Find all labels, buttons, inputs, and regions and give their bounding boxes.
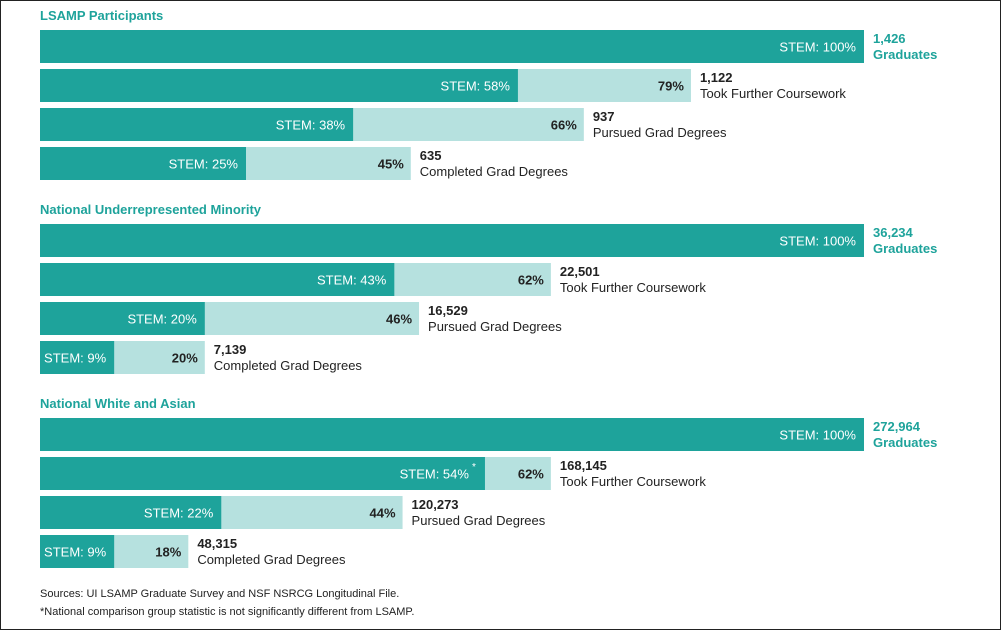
count-label: 48,315	[197, 536, 237, 551]
stem-label: STEM: 20%	[127, 312, 197, 327]
stage-label: Completed Grad Degrees	[197, 552, 346, 567]
group-title: National Underrepresented Minority	[40, 202, 262, 217]
stage-label: Completed Grad Degrees	[214, 358, 363, 373]
stem-bar	[40, 457, 485, 490]
stem-label: STEM: 100%	[779, 234, 856, 249]
stage-label: Graduates	[873, 47, 937, 62]
stem-label: STEM: 25%	[169, 157, 239, 172]
count-label: 36,234	[873, 225, 914, 240]
count-label: 1,426	[873, 31, 906, 46]
total-percent-label: 79%	[658, 79, 684, 94]
stem-label: STEM: 100%	[779, 40, 856, 55]
stem-label: STEM: 100%	[779, 428, 856, 443]
stem-bar	[40, 147, 246, 180]
total-percent-label: 20%	[172, 351, 198, 366]
total-percent-label: 62%	[518, 467, 544, 482]
stem-label: STEM: 54%	[400, 467, 470, 482]
count-label: 16,529	[428, 303, 468, 318]
count-label: 937	[593, 109, 615, 124]
sources-note: Sources: UI LSAMP Graduate Survey and NS…	[40, 588, 400, 600]
stem-label: STEM: 58%	[441, 79, 511, 94]
count-label: 120,273	[412, 497, 459, 512]
stem-bar	[40, 535, 115, 568]
stage-label: Pursued Grad Degrees	[593, 125, 727, 140]
significance-star: *	[472, 462, 476, 473]
group-title: National White and Asian	[40, 396, 196, 411]
stage-label: Took Further Coursework	[560, 474, 706, 489]
stage-label: Completed Grad Degrees	[420, 164, 569, 179]
total-percent-label: 45%	[378, 157, 404, 172]
stem-label: STEM: 9%	[44, 351, 107, 366]
stage-label: Pursued Grad Degrees	[428, 319, 562, 334]
stem-bar	[40, 108, 354, 141]
stem-bar	[40, 30, 864, 63]
total-percent-label: 46%	[386, 312, 412, 327]
stem-bar	[40, 224, 864, 257]
stage-label: Pursued Grad Degrees	[412, 513, 546, 528]
count-label: 7,139	[214, 342, 247, 357]
stem-bar	[40, 496, 222, 529]
stem-label: STEM: 22%	[144, 506, 214, 521]
stem-label: STEM: 38%	[276, 118, 346, 133]
stem-bar	[40, 69, 518, 102]
significance-note: *National comparison group statistic is …	[40, 606, 415, 618]
count-label: 168,145	[560, 458, 607, 473]
total-percent-label: 18%	[155, 545, 181, 560]
stem-bar	[40, 341, 115, 374]
total-percent-label: 66%	[551, 118, 577, 133]
count-label: 1,122	[700, 70, 733, 85]
stem-bar	[40, 418, 864, 451]
stem-label: STEM: 43%	[317, 273, 387, 288]
stage-label: Graduates	[873, 435, 937, 450]
group-title: LSAMP Participants	[40, 8, 163, 23]
stage-label: Took Further Coursework	[700, 86, 846, 101]
stem-bar	[40, 263, 395, 296]
total-percent-label: 44%	[370, 506, 396, 521]
stage-label: Graduates	[873, 241, 937, 256]
stem-bar	[40, 302, 205, 335]
count-label: 635	[420, 148, 442, 163]
count-label: 22,501	[560, 264, 600, 279]
stage-label: Took Further Coursework	[560, 280, 706, 295]
total-percent-label: 62%	[518, 273, 544, 288]
count-label: 272,964	[873, 419, 921, 434]
stem-label: STEM: 9%	[44, 545, 107, 560]
